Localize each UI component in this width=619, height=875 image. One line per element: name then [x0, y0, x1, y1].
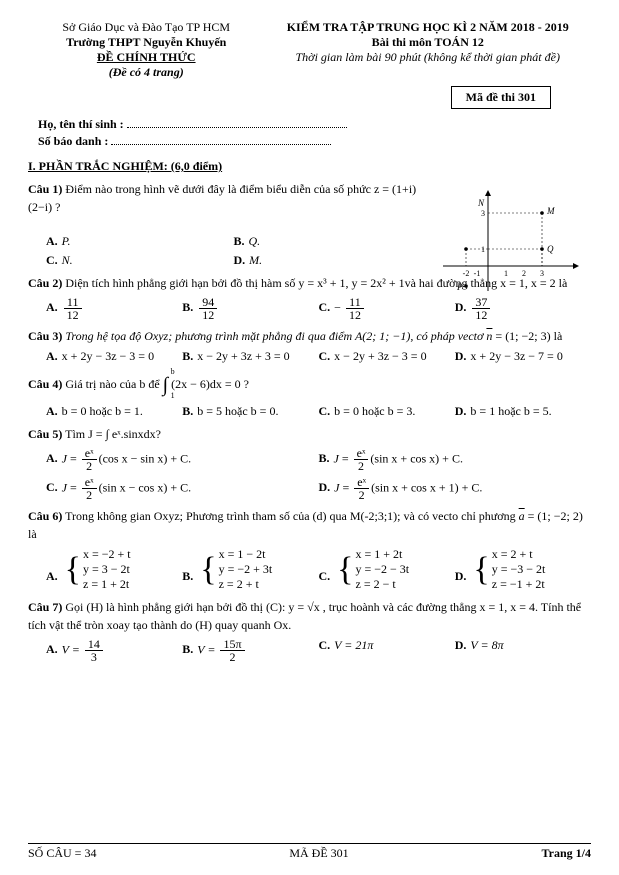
question-7: Câu 7) Gọi (H) là hình phẳng giới hạn bở… [28, 598, 591, 634]
svg-text:N: N [477, 198, 485, 208]
school: Trường THPT Nguyễn Khuyến [28, 35, 264, 50]
duration: Thời gian làm bài 90 phút (không kể thời… [264, 50, 591, 65]
svg-text:3: 3 [540, 269, 544, 278]
q4-b: B.b = 5 hoặc b = 0. [182, 404, 318, 419]
subject: Bài thi môn TOÁN 12 [264, 35, 591, 50]
q7-a: A.V = 143 [46, 638, 182, 663]
header-left: Sở Giáo Dục và Đào Tạo TP HCM Trường THP… [28, 20, 264, 80]
footer-left: SỐ CÂU = 34 [28, 846, 96, 861]
id-label: Số báo danh : [38, 134, 108, 148]
question-4: Câu 4) Giá trị nào của b để b ∫ 1 (2x − … [28, 370, 591, 400]
q6-answers: A. {x = −2 + ty = 3 − 2tz = 1 + 2t B. {x… [46, 547, 591, 592]
q7-text: Gọi (H) là hình phẳng giới hạn bởi đồ th… [28, 600, 581, 632]
q1-a: A.P. [46, 234, 234, 249]
q5-b: B.J = eˣ2(sin x + cos x) + C. [319, 447, 592, 472]
q6-label: Câu 6) [28, 509, 62, 523]
official: ĐỀ CHÍNH THỨC [28, 50, 264, 65]
q6-c: C. {x = 1 + 2ty = −2 − 3tz = 2 − t [319, 547, 455, 592]
q5-answers-2: C.J = eˣ2(sin x − cos x) + C. D.J = eˣ2(… [46, 476, 591, 501]
question-6: Câu 6) Trong không gian Oxyz; Phương trì… [28, 507, 591, 543]
q5-text: Tìm J = ∫ eˣ.sinxdx? [62, 427, 161, 441]
q1-text: Điểm nào trong hình vẽ dưới đây là điểm … [28, 182, 416, 214]
integral-sign: ∫ [163, 374, 168, 396]
q2-c: C.− 1112 [319, 296, 455, 321]
q4-label: Câu 4) [28, 377, 62, 391]
q3-b: B.x − 2y + 3z + 3 = 0 [182, 349, 318, 364]
q1-label: Câu 1) [28, 182, 62, 196]
q4-c: C.b = 0 hoặc b = 3. [319, 404, 455, 419]
exam-code: Mã đề thi 301 [451, 86, 551, 109]
q2-label: Câu 2) [28, 276, 62, 290]
student-id-row: Số báo danh : [38, 134, 591, 149]
q3-d: D.x + 2y − 3z − 7 = 0 [455, 349, 591, 364]
q7-d: D.V = 8π [455, 638, 591, 663]
q5-label: Câu 5) [28, 427, 62, 441]
q7-answers: A.V = 143 B.V = 15π2 C.V = 21π D.V = 8π [46, 638, 591, 663]
q7-c: C.V = 21π [319, 638, 455, 663]
q2-answers: A.1112 B.9412 C.− 1112 D.3712 [46, 296, 591, 321]
q2-a: A.1112 [46, 296, 182, 321]
student-info: Họ, tên thí sinh : Số báo danh : [38, 117, 591, 149]
student-name-row: Họ, tên thí sinh : [38, 117, 591, 132]
q1-b: B.Q. [234, 234, 422, 249]
q6-text-pre: Trong không gian Oxyz; Phương trình tham… [62, 509, 518, 523]
name-label: Họ, tên thí sinh : [38, 117, 124, 131]
q2-d: D.3712 [455, 296, 591, 321]
q6-d: D. {x = 2 + ty = −3 − 2tz = −1 + 2t [455, 547, 591, 592]
svg-text:1: 1 [504, 269, 508, 278]
exam-code-row: Mã đề thi 301 [28, 80, 591, 109]
q7-label: Câu 7) [28, 600, 62, 614]
q4-d: D.b = 1 hoặc b = 5. [455, 404, 591, 419]
footer-right: Trang 1/4 [542, 846, 591, 861]
q4-text-pre: Giá trị nào của b để [62, 377, 162, 391]
q6-b: B. {x = 1 − 2ty = −2 + 3tz = 2 + t [182, 547, 318, 592]
svg-text:P: P [456, 282, 463, 292]
q3-text-pre: Trong hệ tọa độ Oxyz; phương trình mặt p… [62, 329, 486, 343]
question-5: Câu 5) Tìm J = ∫ eˣ.sinxdx? [28, 425, 591, 443]
svg-text:2: 2 [522, 269, 526, 278]
header: Sở Giáo Dục và Đào Tạo TP HCM Trường THP… [28, 20, 591, 80]
footer: SỐ CÂU = 34 MÃ ĐỀ 301 Trang 1/4 [28, 833, 591, 861]
svg-text:M: M [546, 206, 555, 216]
q1-d: D.M. [234, 253, 422, 268]
svg-text:3: 3 [481, 209, 485, 218]
header-right: KIỂM TRA TẬP TRUNG HỌC KÌ 2 NĂM 2018 - 2… [264, 20, 591, 80]
q1-c: C.N. [46, 253, 234, 268]
q2-b: B.9412 [182, 296, 318, 321]
svg-text:-2: -2 [463, 269, 470, 278]
q3-text-post: = (1; −2; 3) là [492, 329, 562, 343]
svg-text:1: 1 [481, 245, 485, 254]
q7-b: B.V = 15π2 [182, 638, 318, 663]
q3-answers: A.x + 2y − 3z − 3 = 0 B.x − 2y + 3z + 3 … [46, 349, 591, 364]
q5-d: D.J = eˣ2(sin x + cos x + 1) + C. [319, 476, 592, 501]
footer-mid: MÃ ĐỀ 301 [289, 846, 348, 861]
q5-answers-1: A.J = eˣ2(cos x − sin x) + C. B.J = eˣ2(… [46, 447, 591, 472]
q3-a: A.x + 2y − 3z − 3 = 0 [46, 349, 182, 364]
exam-title: KIỂM TRA TẬP TRUNG HỌC KÌ 2 NĂM 2018 - 2… [264, 20, 591, 35]
q6-a: A. {x = −2 + ty = 3 − 2tz = 1 + 2t [46, 547, 182, 592]
section-1-title: I. PHẦN TRẮC NGHIỆM: (6,0 điểm) [28, 159, 591, 174]
question-3: Câu 3) Trong hệ tọa độ Oxyz; phương trìn… [28, 327, 591, 345]
svg-text:Q: Q [547, 244, 554, 254]
graph-svg: -2 -1 1 2 3 1 3 N M Q P [433, 186, 583, 296]
svg-text:-1: -1 [474, 269, 481, 278]
q5-c: C.J = eˣ2(sin x − cos x) + C. [46, 476, 319, 501]
q4-integrand: (2x − 6)dx = 0 ? [171, 377, 249, 391]
q3-c: C.x − 2y + 3z − 3 = 0 [319, 349, 455, 364]
q1-graph: -2 -1 1 2 3 1 3 N M Q P [433, 186, 583, 296]
department: Sở Giáo Dục và Đào Tạo TP HCM [28, 20, 264, 35]
id-dotted-line [111, 135, 331, 145]
q3-label: Câu 3) [28, 329, 62, 343]
pages-note: (Đề có 4 trang) [28, 65, 264, 80]
q5-a: A.J = eˣ2(cos x − sin x) + C. [46, 447, 319, 472]
q4-a: A.b = 0 hoặc b = 1. [46, 404, 182, 419]
name-dotted-line [127, 118, 347, 128]
q4-answers: A.b = 0 hoặc b = 1. B.b = 5 hoặc b = 0. … [46, 404, 591, 419]
